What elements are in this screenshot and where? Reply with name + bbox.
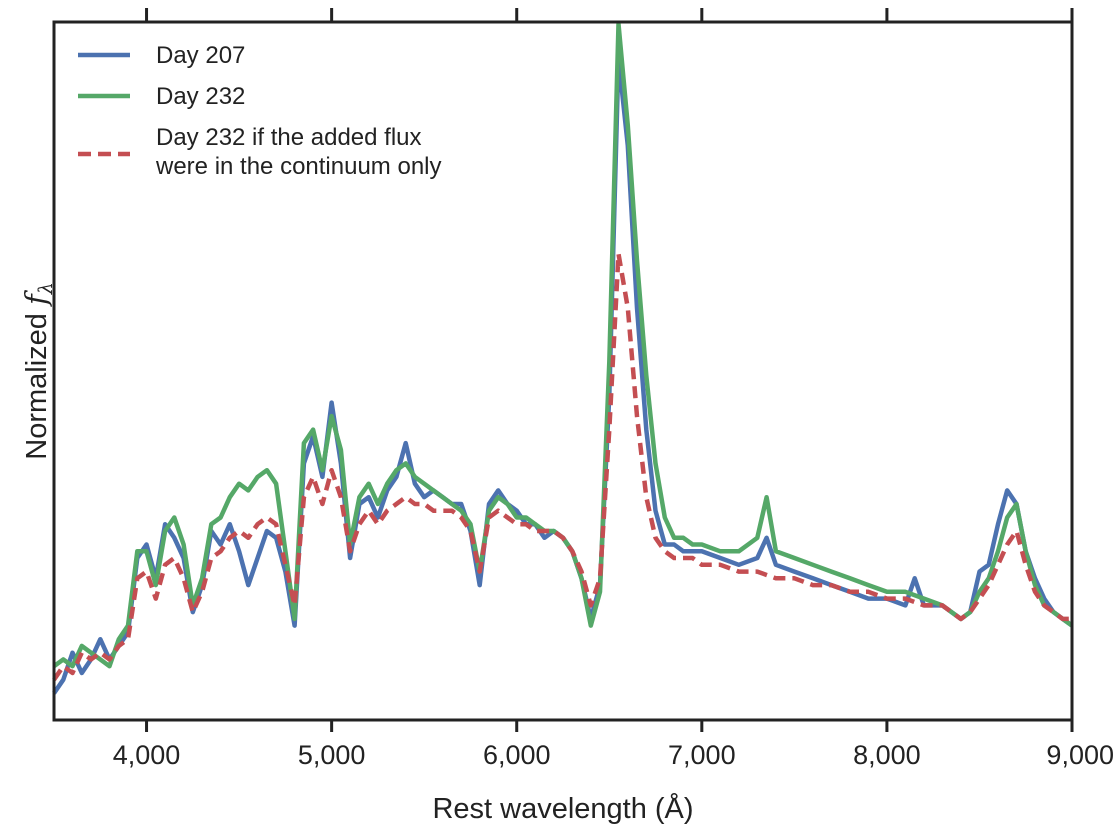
legend-label-day-207: Day 207 — [156, 42, 245, 69]
x-axis-label: Rest wavelength (Å) — [432, 792, 693, 825]
legend-label-continuum-only-line-2: were in the continuum only — [155, 153, 442, 180]
legend: Day 207 Day 232 Day 232 if the added flu… — [78, 42, 442, 180]
legend-label-continuum-only-line-1: Day 232 if the added flux — [156, 124, 422, 151]
x-tick-label: 7,000 — [668, 740, 736, 770]
series-line-1 — [52, 21, 1074, 669]
plot-frame — [52, 20, 1074, 722]
x-tick-label: 6,000 — [483, 740, 551, 770]
x-tick-label: 4,000 — [113, 740, 181, 770]
x-tick-label: 9,000 — [1046, 740, 1114, 770]
legend-label-day-232: Day 232 — [156, 83, 245, 110]
y-axis-label-text: Normalized — [21, 305, 53, 460]
y-axis-label-subscript: λ — [35, 282, 57, 295]
x-axis-ticks: 4,000 5,000 6,000 7,000 8,000 9,000 — [113, 8, 1114, 770]
series-line-2 — [52, 251, 1072, 681]
x-tick-label: 8,000 — [853, 740, 921, 770]
series-layer — [52, 21, 1074, 695]
x-tick-label: 5,000 — [298, 740, 366, 770]
y-axis-label: Normalized fλ — [19, 282, 57, 460]
